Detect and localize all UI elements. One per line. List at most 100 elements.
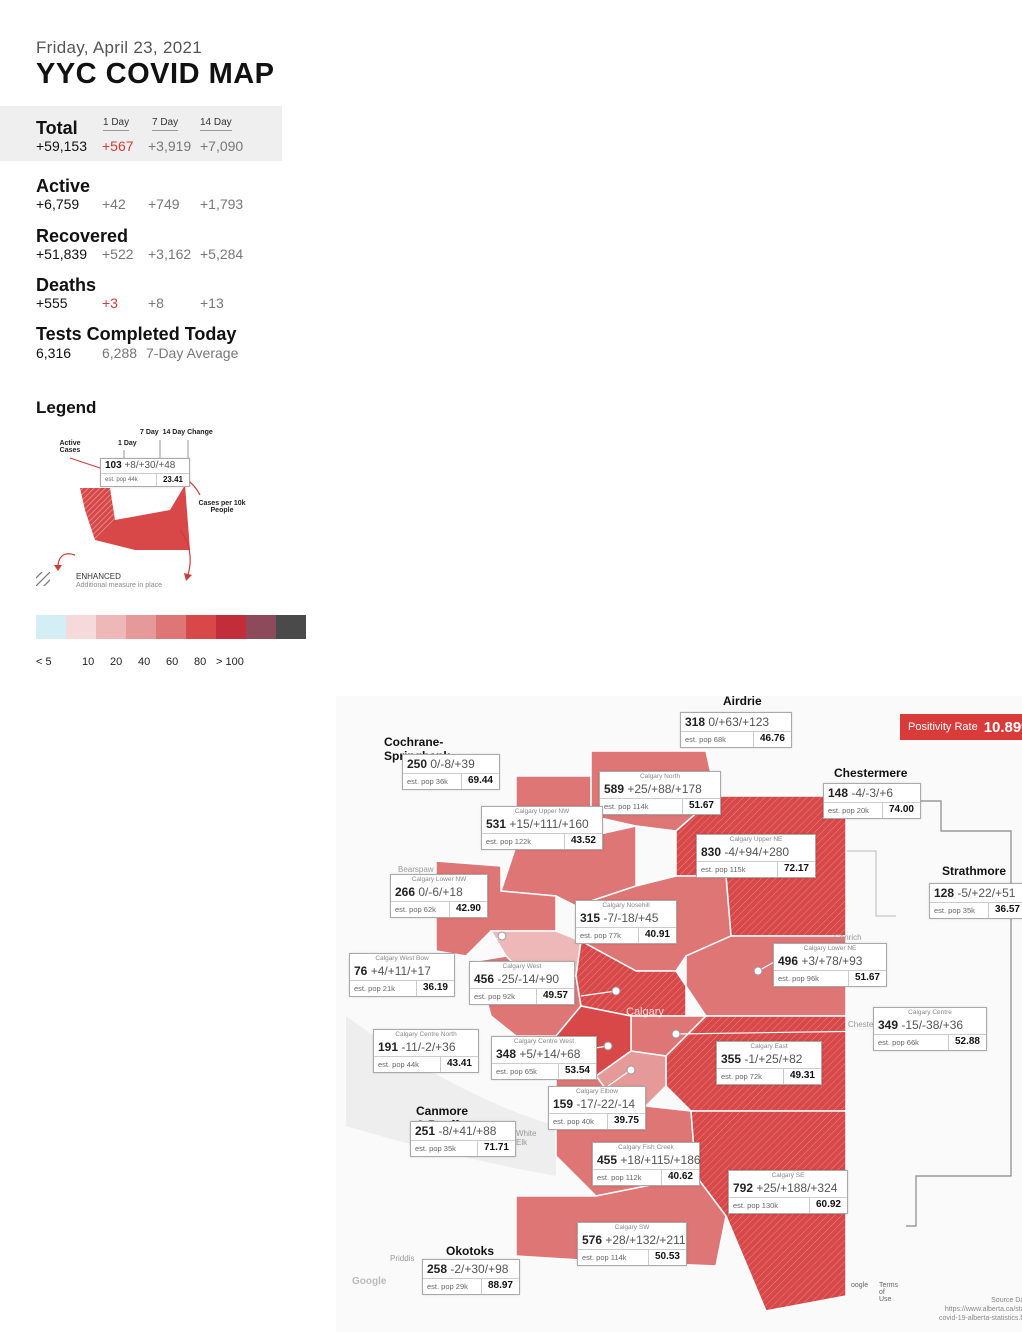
region-rate: 51.67 [847, 971, 886, 986]
town-okotoks: Okotoks [446, 1244, 495, 1258]
region-counts: 266 0/-6/+18 [391, 883, 487, 901]
recovered-14day: +5,284 [200, 246, 244, 262]
marker-dot [753, 966, 763, 976]
region-name: Calgary West [502, 963, 542, 970]
region-counts: 589 +25/+88/+178 [600, 780, 720, 798]
region-pop-row: est. pop 130k 60.92 [729, 1197, 847, 1213]
region-rate: 88.97 [480, 1279, 519, 1294]
scale-swatch [126, 615, 156, 639]
terms-link[interactable]: Terms of Use [879, 1282, 899, 1303]
town-chestermere: Chestermere [834, 766, 908, 780]
region-pop: est. pop 35k [415, 1144, 456, 1153]
scale-swatch [276, 615, 306, 639]
active-value: +6,759 [36, 196, 80, 212]
region-box-fishcreek: Calgary Fish Creek 455 +18/+115/+186 est. … [592, 1142, 701, 1186]
region-name: Calgary Centre West [513, 1038, 575, 1045]
region-changes: +18/+115/+186 [620, 1153, 701, 1167]
region-pop-row: est. pop 21k 36.19 [350, 980, 454, 996]
calgary-label: Calgary [626, 1006, 664, 1018]
scale-label: 60 [166, 656, 179, 668]
region-cases: 128 [934, 886, 955, 900]
active-row: +6,759 +42 +749 +1,793 [36, 196, 243, 212]
region-changes: -8/+41/+88 [438, 1124, 497, 1138]
region-pop: est. pop 96k [778, 974, 819, 983]
region-counts: 455 +18/+115/+186 [593, 1151, 701, 1169]
region-box-lowernw: Calgary Lower NW 266 0/-6/+18 est. pop 62k… [390, 874, 488, 918]
region-pop-row: est. pop 29k 88.97 [423, 1278, 519, 1294]
total-1day: +567 [102, 138, 134, 154]
region-cases: 496 [778, 954, 799, 968]
region-changes: -1/+25/+82 [744, 1052, 803, 1066]
region-box-elbow: Calgary Elbow 159 -17/-22/-14 est. pop 40k… [548, 1086, 646, 1130]
region-cases: 258 [427, 1262, 448, 1276]
region-pop-row: est. pop 35k 36.57 [930, 902, 1022, 918]
region-rate: 43.52 [563, 834, 602, 849]
legend-sample-box: 103 +8/+30/+48 est. pop 44k 23.41 [100, 458, 190, 487]
region-cases: 576 [582, 1233, 603, 1247]
region-rate: 53.54 [557, 1064, 596, 1079]
region-cases: 266 [395, 885, 416, 899]
legend-hatch-area [80, 488, 115, 540]
region-pop: est. pop 130k [733, 1201, 779, 1210]
region-changes: +3/+78/+93 [801, 954, 863, 968]
scale-swatch [36, 615, 66, 639]
region-pop: est. pop 36k [407, 777, 448, 786]
region-pop: est. pop 21k [354, 984, 395, 993]
enhanced-sublabel: Additional measure in place [76, 582, 162, 589]
region-pop: est. pop 114k [582, 1253, 627, 1262]
region-rate: 74.00 [881, 803, 920, 818]
region-pop-row: est. pop 92k 49.57 [470, 988, 574, 1004]
region-pop-row: est. pop 68k 46.76 [681, 731, 791, 747]
region-rate: 71.71 [476, 1141, 515, 1156]
region-pop-row: est. pop 66k 52.88 [874, 1034, 986, 1050]
region-name: Calgary North [639, 773, 681, 780]
recovered-1day: +522 [102, 246, 134, 262]
region-counts: 318 0/+63/+123 [681, 713, 791, 731]
region-changes: -15/-38/+36 [901, 1018, 964, 1032]
enhanced-label: ENHANCED [76, 572, 121, 581]
region-counts: 456 -25/-14/+90 [470, 970, 574, 988]
region-name: Calgary SE [771, 1172, 805, 1179]
region-box-centrewest: Calgary Centre West 348 +5/+14/+68 est. po… [491, 1036, 597, 1080]
region-pop-row: est. pop 20k 74.00 [824, 802, 920, 818]
region-rate: 36.57 [987, 903, 1022, 918]
scale-label: 10 [82, 656, 95, 668]
region-rate: 72.17 [776, 862, 815, 877]
region-box-east: Calgary East 355 -1/+25/+82 est. pop 72k 49… [716, 1041, 822, 1085]
region-rate: 39.75 [606, 1114, 645, 1129]
region-cases: 792 [733, 1181, 754, 1195]
region-pop: est. pop 72k [721, 1072, 762, 1081]
region-pop-row: est. pop 96k 51.67 [774, 970, 886, 986]
recovered-7day: +3,162 [148, 246, 192, 262]
region-name: Calgary SW [614, 1224, 650, 1231]
scale-label: 40 [138, 656, 151, 668]
region-counts: 250 0/-8/+39 [403, 755, 499, 773]
total-value: +59,153 [36, 138, 87, 154]
scale-swatch [66, 615, 96, 639]
priddis-label: Priddis [390, 1254, 415, 1263]
region-box-okotoks: 258 -2/+30/+98 est. pop 29k 88.97 [422, 1259, 520, 1295]
scale-swatch [156, 615, 186, 639]
region-changes: -4/-3/+6 [851, 786, 894, 800]
region-pop-row: est. pop 44k 43.41 [374, 1056, 478, 1072]
region-changes: +4/+11/+17 [370, 964, 431, 978]
region-box-north: Calgary North 589 +25/+88/+178 est. pop 11… [599, 771, 721, 815]
region-box-canmore: 251 -8/+41/+88 est. pop 35k 71.71 [410, 1121, 516, 1157]
region-name: Calgary Fish Creek [618, 1144, 674, 1151]
deaths-7day: +8 [148, 295, 164, 311]
positivity-badge: Positivity Rate 10.89% [900, 714, 1022, 740]
region-rate: 40.62 [660, 1170, 699, 1185]
region-counts: 315 -7/-18/+45 [576, 909, 676, 927]
enhanced-hatch-icon [36, 572, 50, 586]
region-cases: 315 [580, 911, 601, 925]
region-pop: est. pop 68k [685, 735, 726, 744]
marker-dot [611, 986, 621, 996]
map-data-label: oogle [851, 1282, 869, 1289]
region-changes: +25/+88/+178 [627, 782, 702, 796]
scale-label: < 5 [36, 656, 52, 668]
region-cases: 830 [701, 845, 722, 859]
region-pop-row: est. pop 65k 53.54 [492, 1063, 596, 1079]
legend-diagram [54, 440, 201, 581]
region-rate: 40.91 [637, 928, 676, 943]
region-counts: 258 -2/+30/+98 [423, 1260, 519, 1278]
